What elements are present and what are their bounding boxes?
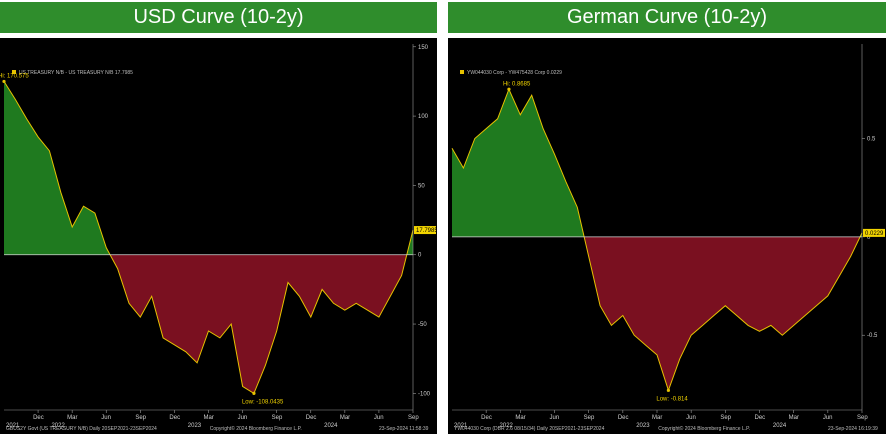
footer-copyright: Copyright© 2024 Bloomberg Finance L.P. bbox=[210, 425, 302, 432]
y-tick-label: 0 bbox=[418, 253, 422, 259]
footer-timestamp: 23-Sep-2024 11:58:39 bbox=[379, 426, 429, 432]
x-tick-label: Sep bbox=[272, 415, 283, 421]
usd-curve-plot: -100 -50 0 50 100 150 Dec Mar Jun Sep Dec Mar Jun Sep… bbox=[0, 44, 437, 432]
x-tick-label: Dec bbox=[306, 415, 317, 421]
positive-area bbox=[4, 81, 413, 255]
usd-curve-chart: -100 -50 0 50 100 150 Dec Mar Jun Sep Dec Mar Jun Sep… bbox=[0, 38, 437, 434]
x-tick-label: Dec bbox=[169, 415, 180, 421]
x-tick-label: Mar bbox=[515, 415, 525, 421]
x-tick-label: Sep bbox=[857, 415, 868, 421]
high-marker bbox=[2, 79, 6, 84]
negative-area bbox=[110, 254, 407, 394]
x-tick-label: Sep bbox=[408, 415, 419, 421]
x-tick-label: Sep bbox=[584, 415, 595, 421]
x-tick-label: Mar bbox=[652, 415, 662, 421]
x-tick-label: Sep bbox=[135, 415, 146, 421]
year-label: 2024 bbox=[324, 423, 338, 429]
y-tick-label: 100 bbox=[418, 114, 429, 120]
footer-source: YW044030 Corp (DBR 2.6 08/15/34) Daily 2… bbox=[454, 426, 605, 432]
last-value-tag bbox=[863, 228, 885, 237]
low-label: Low: -108.0435 bbox=[242, 399, 284, 405]
x-tick-label: Jun bbox=[374, 415, 384, 421]
negative-area bbox=[584, 236, 861, 391]
year-label: 2024 bbox=[773, 423, 787, 429]
german-curve-plot: -0.5 0 0.5 Dec Mar Jun Sep Dec Mar Jun Sep Dec Mar Ju… bbox=[451, 44, 885, 432]
series-line bbox=[3, 81, 414, 395]
legend-swatch bbox=[12, 70, 16, 74]
y-tick-label: -100 bbox=[418, 391, 431, 397]
x-tick-label: Mar bbox=[340, 415, 350, 421]
year-label: 2023 bbox=[636, 423, 650, 429]
high-marker bbox=[507, 87, 511, 91]
x-tick-label: Jun bbox=[101, 415, 111, 421]
x-tick-label: Jun bbox=[823, 415, 833, 421]
german-curve-chart: -0.5 0 0.5 Dec Mar Jun Sep Dec Mar Jun Sep Dec Mar Ju… bbox=[448, 38, 886, 434]
low-marker bbox=[252, 391, 256, 395]
legend-label: US TREASURY N/B - US TREASURY N/B 17.798… bbox=[19, 70, 133, 76]
y-tick-label: -0.5 bbox=[867, 333, 878, 339]
series-line bbox=[451, 87, 863, 392]
y-tick-label: -50 bbox=[418, 322, 427, 328]
last-value-tag bbox=[414, 226, 436, 235]
x-tick-label: Dec bbox=[481, 415, 492, 421]
x-tick-label: Mar bbox=[67, 415, 77, 421]
low-marker bbox=[666, 388, 670, 392]
last-value-label: 0.0229 bbox=[865, 231, 884, 237]
x-tick-label: Jun bbox=[686, 415, 696, 421]
y-tick-label: 50 bbox=[418, 183, 425, 189]
year-label: 2022 bbox=[51, 423, 65, 429]
high-label: Hi: 0.8685 bbox=[503, 81, 531, 87]
legend-swatch bbox=[460, 70, 464, 74]
x-tick-label: Jun bbox=[550, 415, 560, 421]
german-panel-title: German Curve (10-2y) bbox=[448, 2, 886, 33]
high-label: Hi: 170.575 bbox=[0, 73, 29, 79]
year-label: 2022 bbox=[500, 423, 514, 429]
year-label: 2021 bbox=[454, 423, 468, 429]
low-label: Low: -0.814 bbox=[656, 396, 688, 402]
y-tick-label: 0.5 bbox=[867, 136, 876, 142]
y-tick-label: 150 bbox=[418, 45, 429, 51]
year-label: 2021 bbox=[6, 423, 20, 429]
year-label: 2023 bbox=[188, 423, 202, 429]
x-tick-label: Sep bbox=[720, 415, 731, 421]
x-tick-label: Jun bbox=[238, 415, 248, 421]
x-tick-label: Mar bbox=[789, 415, 799, 421]
usd-panel-title: USD Curve (10-2y) bbox=[0, 2, 437, 33]
x-tick-label: Dec bbox=[618, 415, 629, 421]
positive-area bbox=[452, 89, 862, 237]
x-tick-label: Dec bbox=[755, 415, 766, 421]
legend-label: YW044030 Corp - YW475428 Corp 0.0229 bbox=[467, 70, 562, 76]
footer-timestamp: 23-Sep-2024 16:19:39 bbox=[828, 426, 878, 432]
footer-source: GBUS2Y Govt (US TREASURY N/B) Daily 20SE… bbox=[6, 426, 157, 432]
last-value-label: 17.7985 bbox=[416, 228, 437, 234]
x-tick-label: Dec bbox=[33, 415, 44, 421]
footer-copyright: Copyright© 2024 Bloomberg Finance L.P. bbox=[658, 425, 750, 432]
y-tick-label: 0 bbox=[867, 235, 871, 241]
legend: US TREASURY N/B - US TREASURY N/B 17.798… bbox=[12, 70, 133, 76]
legend: YW044030 Corp - YW475428 Corp 0.0229 bbox=[460, 70, 562, 76]
x-tick-label: Mar bbox=[204, 415, 214, 421]
